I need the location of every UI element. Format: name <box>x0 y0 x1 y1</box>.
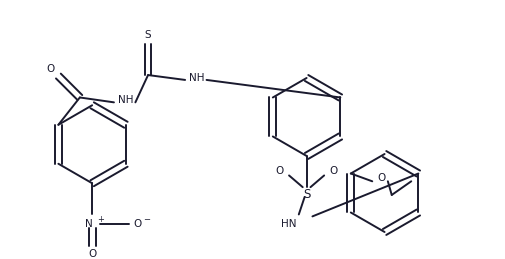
Text: O: O <box>377 173 385 183</box>
Text: HN: HN <box>281 219 297 229</box>
Text: −: − <box>143 215 150 224</box>
Text: NH: NH <box>118 95 133 105</box>
Text: S: S <box>145 30 152 40</box>
Text: N: N <box>85 219 93 229</box>
Text: S: S <box>303 189 310 202</box>
Text: O: O <box>330 166 338 176</box>
Text: O: O <box>88 249 96 259</box>
Text: +: + <box>97 215 105 224</box>
Text: NH: NH <box>189 73 205 83</box>
Text: O: O <box>275 166 283 176</box>
Text: O: O <box>134 219 142 229</box>
Text: O: O <box>46 64 55 74</box>
